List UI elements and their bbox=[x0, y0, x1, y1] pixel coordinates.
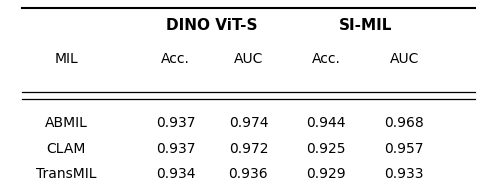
Text: MIL: MIL bbox=[54, 52, 78, 66]
Text: 0.933: 0.933 bbox=[384, 167, 424, 181]
Text: 0.944: 0.944 bbox=[307, 116, 346, 130]
Text: 0.936: 0.936 bbox=[229, 167, 268, 181]
Text: 0.974: 0.974 bbox=[229, 116, 268, 130]
Text: DINO ViT-S: DINO ViT-S bbox=[166, 17, 258, 33]
Text: 0.937: 0.937 bbox=[155, 116, 195, 130]
Text: 0.968: 0.968 bbox=[384, 116, 424, 130]
Text: 0.925: 0.925 bbox=[307, 141, 346, 155]
Text: TransMIL: TransMIL bbox=[36, 167, 96, 181]
Text: CLAM: CLAM bbox=[46, 141, 86, 155]
Text: 0.937: 0.937 bbox=[155, 141, 195, 155]
Text: 0.934: 0.934 bbox=[155, 167, 195, 181]
Text: AUC: AUC bbox=[389, 52, 419, 66]
Text: 0.929: 0.929 bbox=[307, 167, 346, 181]
Text: Acc.: Acc. bbox=[161, 52, 190, 66]
Text: 0.957: 0.957 bbox=[384, 141, 424, 155]
Text: 0.972: 0.972 bbox=[229, 141, 268, 155]
Text: AUC: AUC bbox=[234, 52, 263, 66]
Text: SI-MIL: SI-MIL bbox=[338, 17, 392, 33]
Text: Acc.: Acc. bbox=[312, 52, 340, 66]
Text: ABMIL: ABMIL bbox=[45, 116, 88, 130]
